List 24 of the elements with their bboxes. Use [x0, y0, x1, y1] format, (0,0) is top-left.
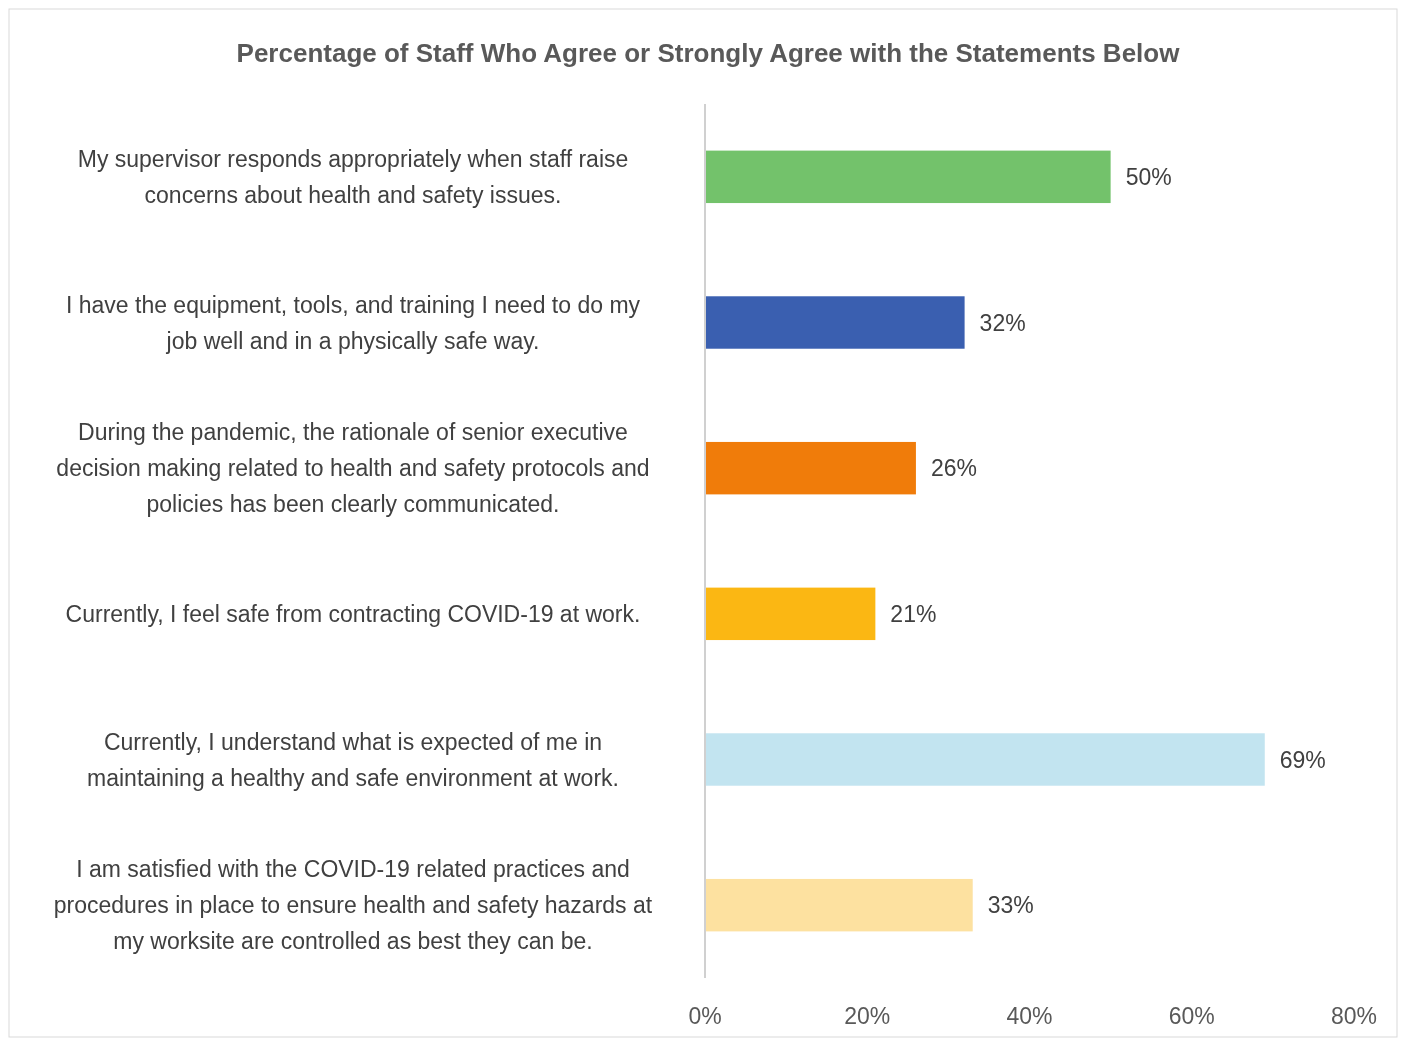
x-tick-label: 80%: [1330, 1003, 1378, 1030]
x-tick-label: 20%: [844, 1003, 891, 1030]
y-tick-label: During the pandemic, the rationale of senior executive decision making related to health and safety protocols and policies has been clearly communicated.: [56, 419, 650, 518]
x-tick-label: 0%: [688, 1003, 722, 1030]
y-tick-label: I have the equipment, tools, and training I need to do my job well and in a physically safe way.: [65, 291, 641, 354]
chart-title: Percentage of Staff Who Agree or Strongly Agree with the Statements Below: [236, 38, 1181, 69]
bar: [705, 587, 876, 641]
y-tick-label: Currently, I feel safe from contracting COVID-19 at work.: [65, 600, 641, 627]
bar: [705, 150, 1111, 204]
x-tick-label: 60%: [1168, 1003, 1215, 1030]
x-tick-label: 40%: [1006, 1003, 1053, 1030]
data-label: 21%: [890, 600, 937, 627]
data-label: 32%: [979, 309, 1026, 336]
data-label: 26%: [930, 455, 977, 482]
data-label: 69%: [1279, 746, 1326, 773]
bar: [705, 296, 965, 349]
bar: [705, 878, 973, 932]
y-tick-label: Currently, I understand what is expected of me in maintaining a healthy and safe environment at work.: [87, 728, 619, 791]
data-label: 50%: [1125, 163, 1172, 190]
y-tick-label: My supervisor responds appropriately when staff raise concerns about health and safety issues.: [77, 145, 629, 208]
bar: [705, 441, 916, 495]
bar: [705, 733, 1265, 786]
data-label: 33%: [987, 892, 1034, 919]
y-tick-label: I am satisfied with the COVID-19 related practices and procedures in place to ensure health and safety hazards at my worksite are controlled as best they can be.: [53, 856, 653, 955]
